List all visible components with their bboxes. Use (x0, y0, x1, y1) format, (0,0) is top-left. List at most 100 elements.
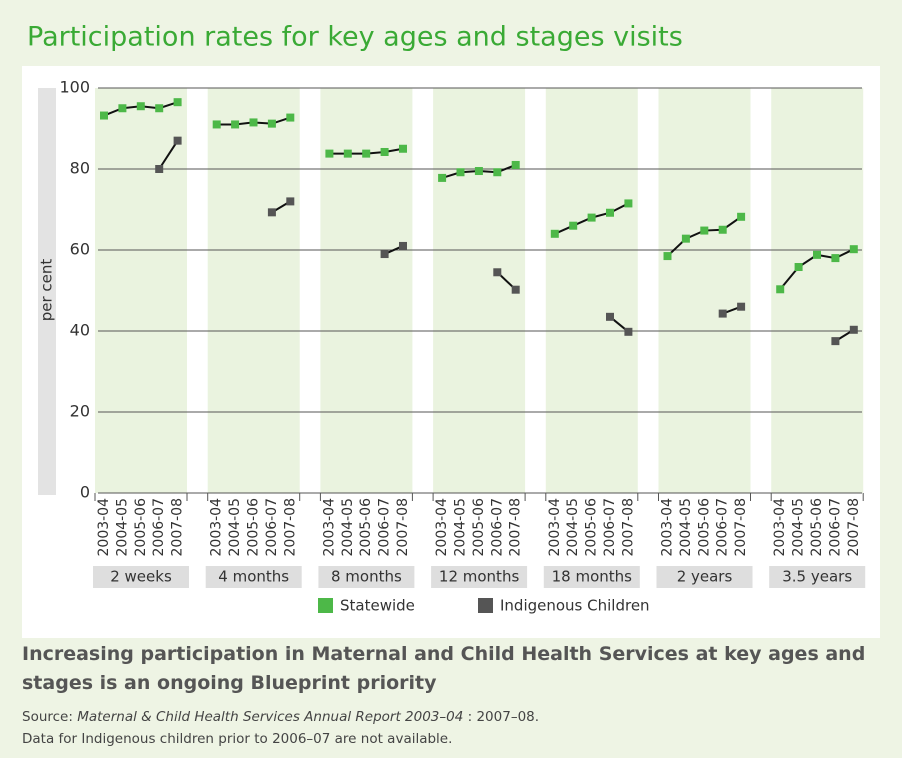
point (663, 252, 672, 261)
point (231, 120, 240, 129)
point (737, 212, 746, 221)
y-tick-label: 20 (70, 402, 90, 421)
group-label-box (543, 566, 640, 588)
y-tick-label: 80 (70, 159, 90, 178)
point (249, 118, 258, 127)
point (569, 221, 578, 230)
group-label: 4 months (218, 568, 289, 586)
x-tick-label: 2006-07 (602, 498, 618, 557)
point (849, 245, 858, 254)
group-band (771, 88, 864, 493)
point (624, 199, 633, 208)
group-label-box (431, 566, 528, 588)
x-tick-label: 2007-08 (620, 498, 636, 557)
source: Source: Maternal & Child Health Services… (22, 706, 539, 750)
point (831, 254, 840, 263)
group-label: 18 months (552, 568, 633, 586)
legend-swatch (318, 598, 333, 613)
point (474, 167, 483, 176)
point (493, 168, 502, 177)
group-band (545, 88, 638, 493)
source-years: : 2007–08. (467, 709, 540, 725)
point (606, 208, 614, 217)
point (681, 234, 690, 243)
point (587, 213, 596, 222)
y-tick-label: 0 (80, 483, 90, 502)
group-band (207, 88, 300, 493)
x-tick-label: 2006-07 (151, 498, 167, 557)
point (776, 285, 785, 294)
x-tick-label: 2007-08 (170, 498, 186, 557)
chart: Participation rates for key ages and sta… (22, 22, 880, 638)
source-title: Maternal & Child Health Services Annual … (77, 709, 464, 725)
x-tick-label: 2005-06 (246, 498, 262, 557)
x-tick-label: 2006-07 (377, 498, 393, 557)
point (173, 98, 182, 107)
note: Data for Indigenous children prior to 20… (22, 731, 453, 747)
legend-label: Statewide (340, 597, 415, 615)
point (286, 113, 295, 122)
point (267, 119, 276, 128)
group-label: 12 months (439, 568, 520, 586)
x-tick-label: 2004-05 (678, 498, 694, 557)
group-band (95, 88, 187, 493)
x-tick-label: 2005-06 (133, 498, 149, 557)
group-band (658, 88, 751, 493)
point (155, 165, 164, 173)
point (100, 111, 108, 120)
group-label-box (656, 566, 753, 588)
group-label: 2 years (677, 568, 733, 586)
y-label-band (38, 88, 56, 495)
x-tick-label: 2006-07 (715, 498, 731, 557)
point (813, 250, 821, 259)
group-label-box (318, 566, 415, 588)
x-tick-label: 2005-06 (358, 498, 374, 557)
point (718, 309, 727, 318)
x-tick-label: 2007-08 (508, 498, 524, 557)
x-tick-label: 2006-07 (489, 498, 505, 557)
x-tick-label: 2006-07 (264, 498, 280, 557)
x-tick-label: 2004-05 (340, 498, 356, 557)
point (325, 149, 334, 158)
caption: Increasing participation in Maternal and… (22, 643, 866, 694)
point (456, 168, 465, 177)
point (399, 144, 407, 153)
chart-title: Participation rates for key ages and sta… (27, 22, 683, 53)
x-tick-label: 2003-04 (547, 498, 563, 557)
x-tick-label: 2003-04 (434, 498, 450, 557)
x-tick-label: 2004-05 (791, 498, 807, 557)
point (286, 197, 295, 206)
group-label-box (769, 566, 866, 588)
point (831, 337, 840, 346)
point (118, 104, 127, 113)
x-tick-label: 2004-05 (227, 498, 243, 557)
point (380, 147, 389, 156)
x-tick-label: 2003-04 (321, 498, 337, 557)
group-label-box (93, 566, 189, 588)
point (267, 208, 276, 217)
point (718, 225, 727, 234)
x-tick-label: 2003-04 (660, 498, 676, 557)
point (380, 250, 389, 259)
x-tick-label: 2006-07 (827, 498, 843, 557)
x-tick-label: 2007-08 (733, 498, 749, 557)
group-label: 8 months (331, 568, 402, 586)
x-tick-label: 2005-06 (471, 498, 487, 557)
group-band (433, 88, 526, 493)
y-tick-label: 60 (70, 240, 90, 259)
x-tick-label: 2005-06 (696, 498, 712, 557)
point (493, 268, 502, 277)
legend-swatch (478, 598, 493, 613)
x-tick-label: 2004-05 (565, 498, 581, 557)
point (700, 226, 709, 235)
x-tick-label: 2003-04 (209, 498, 225, 557)
y-axis-label: per cent (38, 259, 56, 322)
group-label: 2 weeks (110, 568, 172, 586)
point (624, 327, 633, 336)
point (343, 149, 352, 158)
point (737, 302, 746, 311)
point (362, 149, 371, 158)
y-tick-label: 100 (59, 78, 90, 97)
point (399, 241, 407, 250)
